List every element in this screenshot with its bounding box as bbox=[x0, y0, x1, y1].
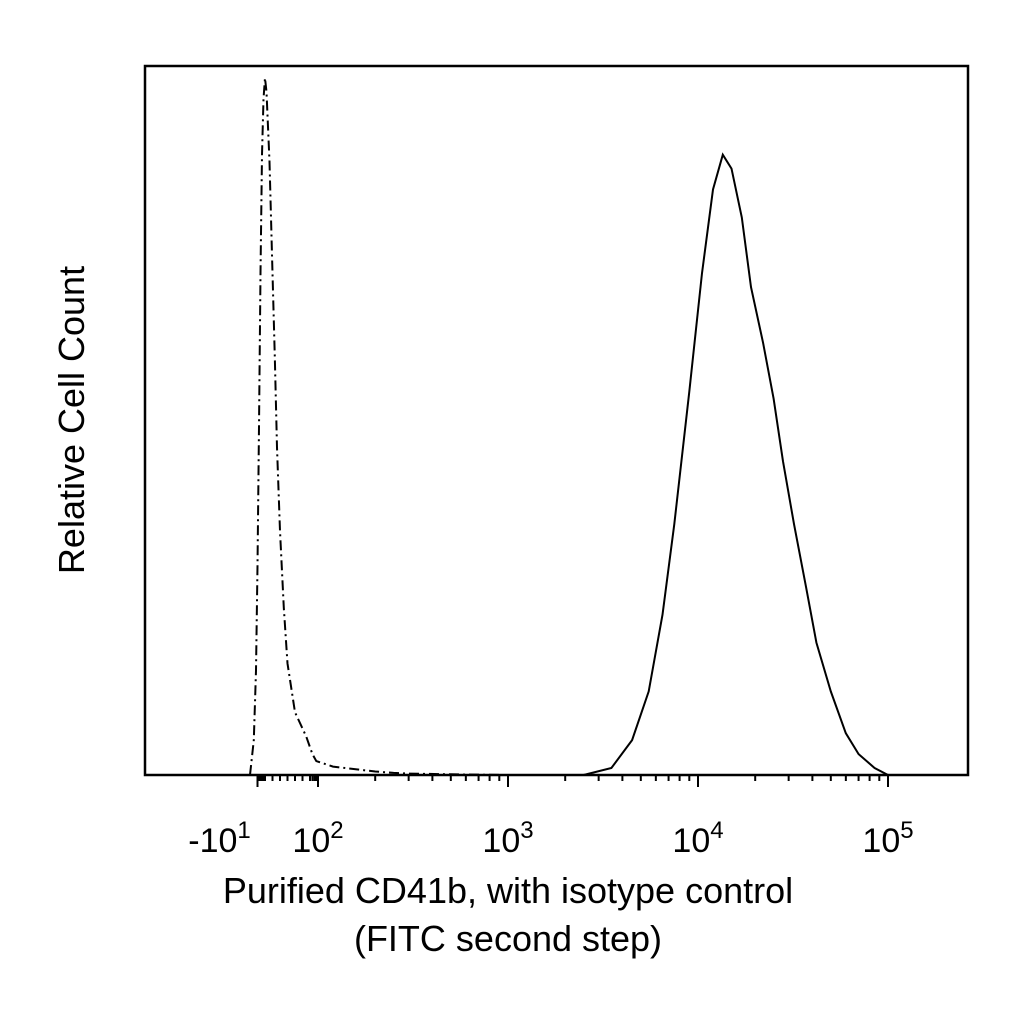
x-tick-label: 104 bbox=[672, 817, 723, 860]
series-layer bbox=[249, 77, 889, 776]
x-tick-label: -101 bbox=[188, 817, 251, 860]
x-axis-title-line1: Purified CD41b, with isotype control bbox=[223, 870, 793, 911]
isotype-control-curve bbox=[249, 77, 509, 776]
x-tick-label: 102 bbox=[292, 817, 343, 860]
y-axis-title: Relative Cell Count bbox=[51, 266, 92, 574]
x-tick-label: 103 bbox=[482, 817, 533, 860]
cd41b-stained-curve bbox=[583, 152, 889, 776]
x-axis-title-line2: (FITC second step) bbox=[354, 918, 662, 959]
plot-frame bbox=[143, 64, 970, 777]
x-axis-ticks bbox=[256, 775, 889, 787]
x-axis-tick-labels: -101 102 103 104 105 bbox=[188, 817, 913, 860]
x-tick-label: 105 bbox=[862, 817, 913, 860]
